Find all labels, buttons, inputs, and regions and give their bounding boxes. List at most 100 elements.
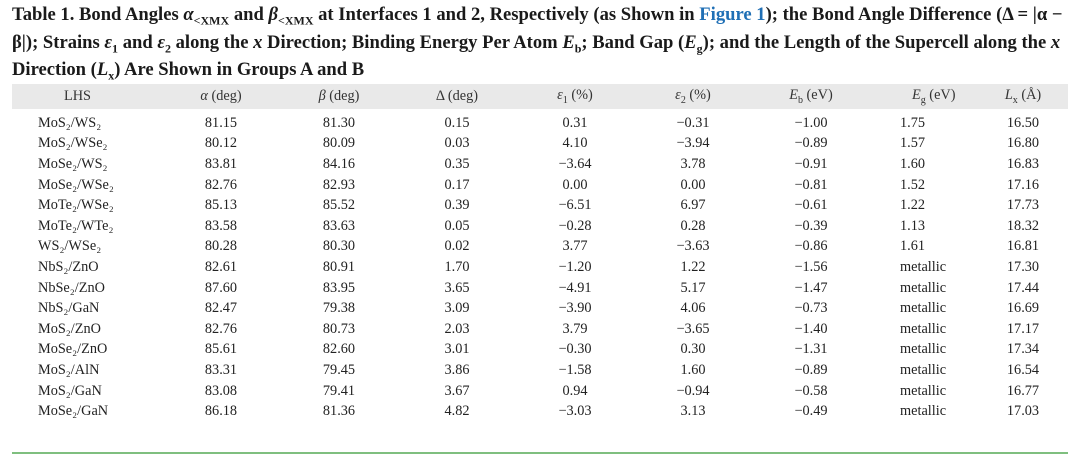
cell-lhs: NbS₂/ZnO [38,258,99,275]
cell-beta: 84.16 [322,155,356,172]
caption-text: Table 1. Bond Angles [12,4,184,25]
beta-subscript: <XMX [277,13,314,28]
cell-e1: −0.28 [558,217,592,234]
header-lhs-label: LHS [64,88,92,104]
table-row: WS₂/WSe₂ 80.28 80.30 0.02 3.77 −3.63 −0.86 1.61… [12,237,1068,258]
cell-lx: 16.80 [1006,135,1040,152]
cell-eg: metallic [900,341,947,358]
cell-lhs: NbS₂/GaN [38,300,100,317]
eb-subscript: b [574,41,582,56]
cell-e1: −1.20 [558,258,592,275]
cell-alpha: 83.58 [204,217,238,234]
x-symbol: x [1050,31,1061,53]
cell-beta: 83.95 [322,279,356,296]
cell-lx: 18.32 [1006,217,1040,234]
caption-text: Direction ( [12,59,97,81]
figure-link[interactable]: Figure 1 [699,4,766,25]
header-eb-symbol: E [789,87,798,104]
cell-lhs: MoS₂/GaN [38,382,102,399]
caption-text: ); the Bond Angle Difference (Δ = |α − β… [12,4,1063,53]
cell-lhs: MoTe₂/WSe₂ [38,197,114,214]
cell-eb: −0.39 [794,217,828,234]
header-beta: β (deg) [280,84,398,109]
header-lx-unit: (Å) [1017,87,1042,104]
header-beta-unit: (deg) [325,88,360,104]
cell-lhs: MoSe₂/ZnO [38,341,108,358]
cell-eb: −1.56 [794,258,828,275]
eb-symbol: E [562,31,575,53]
cell-beta: 81.30 [322,114,356,131]
cell-e2: 4.06 [680,300,706,317]
cell-eg: 1.75 [900,114,926,131]
header-row: LHS α (deg) β (deg) Δ (deg) ε1 (%) ε2 (%… [12,84,1068,109]
cell-alpha: 80.12 [204,135,238,152]
table-row: MoSe₂/WS₂ 83.81 84.16 0.35 −3.64 3.78 −0.91 1.6… [12,154,1068,175]
cell-eb: −1.00 [794,114,828,131]
table-caption: Table 1. Bond Angles α<XMX and β<XMX at … [12,4,1072,87]
cell-e2: 0.28 [680,217,706,234]
cell-lx: 17.30 [1006,258,1040,275]
bottom-rule [12,452,1068,454]
cell-eb: −0.61 [794,197,828,214]
cell-eg: 1.22 [900,197,926,214]
cell-e2: 6.97 [680,197,706,214]
header-alpha: α (deg) [162,84,280,109]
cell-alpha: 82.76 [204,176,238,193]
cell-delta: 0.35 [444,155,470,172]
cell-beta: 82.60 [322,341,356,358]
cell-lx: 17.16 [1006,176,1040,193]
header-lhs: LHS [12,84,162,109]
table-row: MoS₂/WSe₂ 80.12 80.09 0.03 4.10 −3.94 −0.89 1.5… [12,134,1068,155]
cell-alpha: 83.81 [204,155,238,172]
cell-e1: 3.79 [562,320,588,337]
table-row: NbSe₂/ZnO 87.60 83.95 3.65 −4.91 5.17 −1.47 met… [12,278,1068,299]
cell-eg: metallic [900,403,947,420]
cell-alpha: 83.08 [204,382,238,399]
cell-e1: −3.64 [558,155,592,172]
cell-lx: 17.34 [1006,341,1040,358]
cell-eg: metallic [900,382,947,399]
table-row: MoTe₂/WTe₂ 83.58 83.63 0.05 −0.28 0.28 −0.39 1.… [12,216,1068,237]
data-table: LHS α (deg) β (deg) Δ (deg) ε1 (%) ε2 (%… [12,84,1068,422]
cell-e2: 5.17 [680,279,706,296]
cell-delta: 4.82 [444,403,470,420]
cell-beta: 80.09 [322,135,356,152]
x-symbol: x [253,31,263,53]
cell-delta: 3.86 [444,361,470,378]
cell-lhs: MoSe₂/WSe₂ [38,176,114,193]
cell-eb: −1.31 [794,341,828,358]
table-row: MoS₂/AlN 83.31 79.45 3.86 −1.58 1.60 −0.89 meta… [12,360,1068,381]
header-delta: Δ (deg) [398,84,516,109]
cell-e2: −3.63 [676,238,710,255]
cell-alpha: 81.15 [204,114,238,131]
header-lx-symbol: L [1004,87,1013,104]
cell-beta: 80.73 [322,320,356,337]
cell-delta: 0.05 [444,217,470,234]
cell-delta: 3.65 [444,279,470,296]
caption-text: along the [170,31,254,53]
cell-e2: 1.60 [680,361,706,378]
cell-delta: 3.09 [444,300,470,317]
header-eps2-symbol: ε [675,87,681,104]
header-eg-unit: (eV) [925,87,956,104]
beta-symbol: β [268,4,278,25]
table-row: MoSe₂/WSe₂ 82.76 82.93 0.17 0.00 0.00 −0.81 1.5… [12,175,1068,196]
cell-lhs: MoS₂/AlN [38,361,100,378]
cell-delta: 2.03 [444,320,470,337]
cell-alpha: 82.76 [204,320,238,337]
lx-subscript: x [108,69,115,84]
table-row: MoSe₂/ZnO 85.61 82.60 3.01 −0.30 0.30 −1.31 met… [12,340,1068,361]
cell-lx: 17.17 [1006,320,1040,337]
cell-eb: −0.81 [794,176,828,193]
cell-eg: 1.13 [900,217,926,234]
epsilon-symbol: ε [104,31,113,53]
eg-symbol: E [684,31,697,53]
cell-eb: −0.89 [794,361,828,378]
caption-text: ); and the Length of the Supercell along… [702,31,1051,53]
epsilon-symbol: ε [157,31,165,53]
cell-alpha: 82.61 [204,258,238,275]
table-row: NbS₂/GaN 82.47 79.38 3.09 −3.90 4.06 −0.73 meta… [12,298,1068,319]
cell-beta: 79.45 [322,361,356,378]
header-eb-unit: (eV) [802,87,833,104]
cell-alpha: 85.13 [204,197,238,214]
